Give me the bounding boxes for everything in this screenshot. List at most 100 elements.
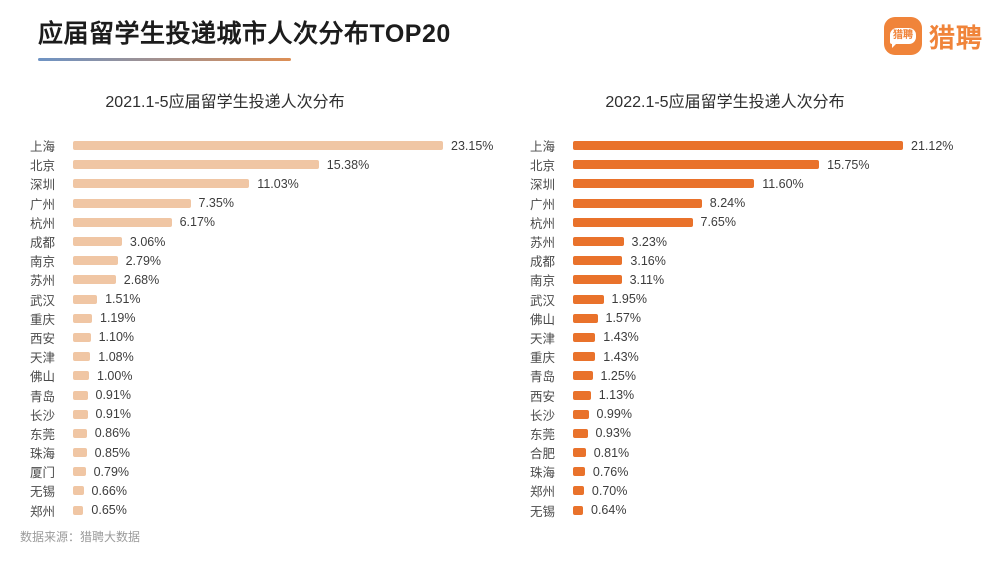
bar-row: 武汉 1.95% — [530, 290, 995, 309]
city-label: 西安 — [530, 389, 556, 404]
bar — [73, 409, 88, 419]
bar-row: 无锡 0.66% — [30, 481, 490, 500]
city-label: 杭州 — [530, 216, 556, 231]
value-label: 21.12% — [911, 138, 954, 153]
city-label: 青岛 — [30, 389, 56, 404]
value-label: 1.43% — [603, 349, 639, 364]
city-label: 苏州 — [530, 236, 556, 251]
value-label: 3.11% — [629, 272, 665, 287]
value-label: 0.85% — [94, 445, 131, 460]
bar — [573, 371, 593, 381]
city-label: 无锡 — [30, 485, 56, 500]
bar — [73, 448, 87, 458]
city-label: 重庆 — [30, 312, 56, 327]
value-label: 0.81% — [593, 445, 630, 460]
value-label: 0.91% — [95, 388, 131, 403]
city-label: 成都 — [30, 236, 56, 251]
bar-row: 深圳 11.03% — [30, 174, 490, 193]
bar — [573, 198, 702, 208]
bar-row: 天津 1.43% — [530, 328, 995, 347]
bar — [73, 237, 122, 247]
city-label: 深圳 — [530, 178, 556, 193]
chart-2021: 2021.1-5应届留学生投递人次分布 上海 23.15% 北京 15.38% 深圳 11… — [30, 84, 493, 520]
bar-row: 青岛 1.25% — [530, 366, 995, 385]
bar-row: 长沙 0.99% — [530, 405, 995, 424]
bar-row: 苏州 3.23% — [530, 232, 995, 251]
value-label: 0.65% — [91, 503, 127, 518]
bar — [73, 179, 250, 189]
bar — [573, 390, 591, 400]
bar-row: 合肥 0.81% — [530, 443, 995, 462]
bar — [573, 237, 624, 247]
value-label: 11.03% — [257, 176, 299, 191]
bar — [73, 217, 172, 227]
bar-row: 东莞 0.86% — [30, 424, 490, 443]
bar — [573, 160, 820, 170]
bar-row: 深圳 11.60% — [530, 174, 995, 193]
bar-row: 广州 8.24% — [530, 194, 995, 213]
bar-row: 上海 23.15% — [30, 136, 493, 155]
bar — [573, 179, 755, 189]
liepin-logo: 猎聘 猎聘 — [884, 17, 983, 55]
value-label: 1.08% — [98, 349, 134, 364]
city-label: 重庆 — [530, 351, 556, 366]
value-label: 0.86% — [94, 426, 131, 441]
value-label: 0.91% — [95, 407, 131, 422]
chart-rows-2022: 上海 21.12% 北京 15.75% 深圳 11.60% 广州 8.24% 杭州 7.65% 苏州… — [530, 136, 995, 520]
value-label: 1.00% — [97, 368, 133, 383]
city-label: 深圳 — [30, 178, 56, 193]
bar — [573, 217, 693, 227]
bar — [73, 352, 91, 362]
value-label: 1.13% — [598, 388, 635, 403]
value-label: 2.68% — [123, 272, 160, 287]
value-label: 1.19% — [100, 311, 136, 326]
bar-row: 重庆 1.43% — [530, 347, 995, 366]
bar — [573, 256, 623, 266]
bar-row: 珠海 0.85% — [30, 443, 490, 462]
bar-row: 郑州 0.70% — [530, 481, 995, 500]
bar-row: 重庆 1.19% — [30, 309, 490, 328]
city-label: 上海 — [530, 140, 556, 155]
bar-row: 北京 15.38% — [30, 155, 490, 174]
value-label: 11.60% — [762, 176, 804, 191]
value-label: 0.79% — [93, 464, 130, 479]
bar — [73, 505, 84, 515]
value-label: 0.70% — [591, 483, 628, 498]
value-label: 15.38% — [326, 157, 370, 172]
bar — [573, 448, 586, 458]
charts-area: 2021.1-5应届留学生投递人次分布 上海 23.15% 北京 15.38% 深圳 11… — [30, 84, 995, 520]
city-label: 郑州 — [530, 485, 556, 500]
city-label: 天津 — [530, 331, 556, 346]
bar — [73, 275, 116, 285]
city-label: 长沙 — [530, 408, 556, 423]
city-label: 郑州 — [30, 504, 56, 519]
bar — [73, 313, 92, 323]
bar-row: 上海 21.12% — [530, 136, 995, 155]
value-label: 1.57% — [605, 311, 641, 326]
value-label: 6.17% — [179, 215, 216, 230]
bar-row: 南京 3.11% — [530, 270, 995, 289]
chart-title-2022: 2022.1-5应届留学生投递人次分布 — [605, 94, 845, 111]
data-source: 数据来源：猎聘大数据 — [20, 530, 141, 544]
bar-row: 西安 1.10% — [30, 328, 490, 347]
value-label: 3.16% — [630, 253, 666, 268]
city-label: 珠海 — [30, 447, 56, 462]
city-label: 珠海 — [530, 466, 556, 481]
bar-row: 广州 7.35% — [30, 194, 490, 213]
city-label: 厦门 — [30, 466, 56, 481]
city-label: 合肥 — [530, 447, 556, 462]
bar-row: 杭州 6.17% — [30, 213, 490, 232]
title-underline — [38, 58, 291, 61]
page-title: 应届留学生投递城市人次分布TOP20 — [38, 20, 451, 48]
bar — [573, 141, 903, 151]
bar-row: 北京 15.75% — [530, 155, 995, 174]
bar — [573, 294, 604, 304]
bar — [573, 467, 585, 477]
bar — [573, 275, 622, 285]
value-label: 1.43% — [603, 330, 639, 345]
value-label: 0.64% — [591, 503, 627, 518]
city-label: 佛山 — [30, 370, 56, 385]
value-label: 7.35% — [198, 196, 234, 211]
city-label: 杭州 — [30, 216, 56, 231]
